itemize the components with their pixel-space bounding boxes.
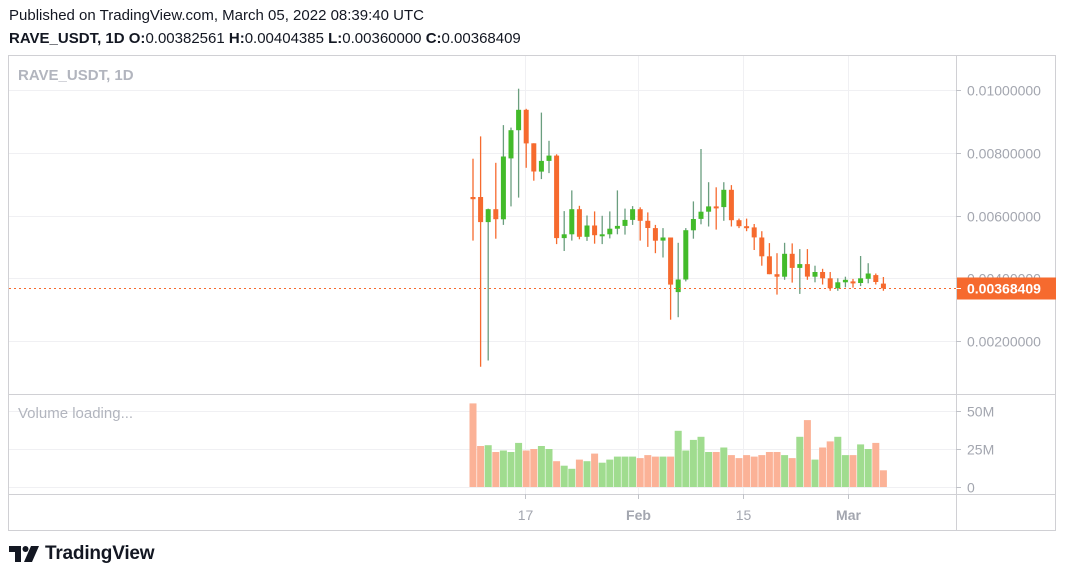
svg-text:0.01000000: 0.01000000 [967, 83, 1041, 99]
svg-text:50M: 50M [967, 404, 994, 420]
tradingview-logo-text: TradingView [45, 543, 155, 564]
price-axis[interactable]: 0.010000000.008000000.006000000.00400000… [956, 83, 1041, 350]
low-value: 0.00360000 [342, 30, 422, 47]
high-value: 0.00404385 [244, 30, 324, 47]
svg-text:0.00600000: 0.00600000 [967, 209, 1041, 225]
time-axis[interactable]: 17 Feb 15 Mar [518, 494, 862, 523]
published-caption: Published on TradingView.com, March 05, … [9, 7, 424, 24]
open-value: 0.00382561 [145, 30, 225, 47]
symbol-interval: RAVE_USDT, 1D [9, 30, 125, 47]
svg-text:Mar: Mar [836, 507, 861, 523]
open-label: O: [128, 30, 146, 47]
svg-text:15: 15 [736, 507, 752, 523]
svg-text:Feb: Feb [626, 507, 651, 523]
close-value: 0.00368409 [441, 30, 521, 47]
volume-legend: Volume loading... [18, 405, 134, 422]
close-label: C: [425, 30, 442, 47]
tradingview-logo-icon [9, 546, 39, 562]
svg-text:25M: 25M [967, 442, 994, 458]
high-label: H: [228, 30, 245, 47]
svg-text:0.00800000: 0.00800000 [967, 146, 1041, 162]
ohlc-header: RAVE_USDT, 1D O:0.00382561 H:0.00404385 … [9, 30, 521, 47]
volume-bars [469, 403, 887, 487]
last-price-label: 0.00368409 [956, 277, 1056, 300]
volume-axis[interactable]: 50M 25M 0 [956, 404, 994, 496]
svg-text:0.00368409: 0.00368409 [967, 281, 1041, 297]
low-label: L: [328, 30, 343, 47]
pane-symbol-legend: RAVE_USDT, 1D [18, 67, 134, 84]
svg-text:17: 17 [518, 507, 534, 523]
candlesticks [470, 88, 886, 367]
svg-text:0: 0 [967, 480, 975, 496]
tradingview-logo[interactable]: TradingView [9, 543, 155, 565]
svg-text:0.00200000: 0.00200000 [967, 334, 1041, 350]
